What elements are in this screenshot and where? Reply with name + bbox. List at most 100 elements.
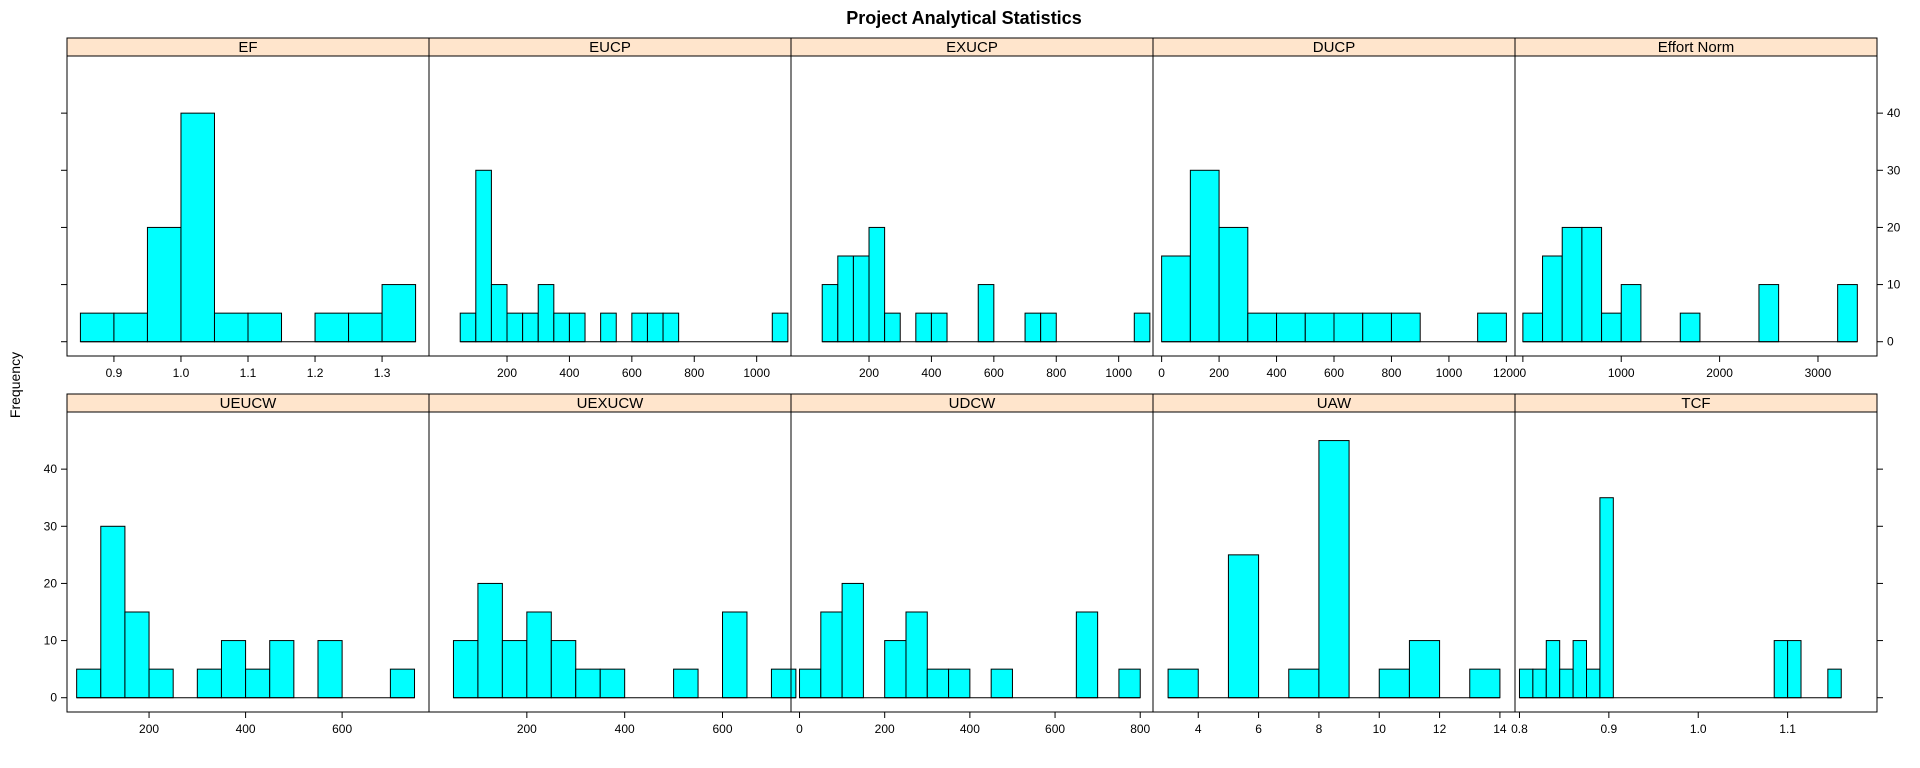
- bar-effort-norm-3: [1581, 226, 1603, 343]
- x-tick-label-ducp-6: 1200: [1493, 366, 1520, 380]
- bar-exucp-12: [1040, 312, 1057, 343]
- bar-uaw-10: [1469, 668, 1501, 699]
- bar-effort-norm-7: [1679, 312, 1701, 343]
- bar-uaw-7: [1378, 668, 1410, 699]
- y-tick-label-right-1: 10: [1887, 278, 1901, 292]
- bar-uexucw-10: [722, 611, 748, 699]
- bar-ueucw-5: [196, 668, 222, 699]
- y-tick-label-right-3: 30: [1887, 163, 1901, 177]
- bar-uaw-8: [1408, 640, 1441, 699]
- bar-uexucw-1: [477, 582, 503, 699]
- x-tick-label-uaw-3: 10: [1373, 722, 1387, 736]
- bar-uexucw-6: [599, 668, 626, 699]
- y-tick-label-right-2: 20: [1887, 220, 1901, 234]
- plot-frame-effort-norm: [1514, 55, 1878, 357]
- x-tick-label-uexucw-0: 200: [517, 722, 537, 736]
- bar-udcw-9: [990, 668, 1013, 699]
- x-tick-label-exucp-2: 600: [984, 366, 1004, 380]
- bar-ducp-2: [1218, 226, 1249, 343]
- x-tick-label-ef-4: 1.3: [374, 366, 391, 380]
- bar-eucp-1: [475, 169, 492, 343]
- y-axis-label: Frequency: [7, 352, 23, 418]
- bar-exucp-9: [977, 284, 995, 343]
- x-tick-label-uexucw-2: 600: [712, 722, 732, 736]
- bar-uexucw-0: [452, 640, 479, 699]
- bar-tcf-0: [1518, 668, 1534, 699]
- x-tick-label-eucp-3: 800: [684, 366, 704, 380]
- x-tick-label-udcw-2: 400: [960, 722, 980, 736]
- bar-udcw-0: [799, 668, 822, 699]
- bar-ef-4: [213, 312, 249, 343]
- x-tick-label-ducp-1: 200: [1209, 366, 1229, 380]
- y-tick-label-right-0: 0: [1887, 335, 1894, 349]
- x-tick-label-uaw-1: 6: [1255, 722, 1262, 736]
- bar-uexucw-12: [770, 668, 797, 699]
- bar-ef-9: [381, 284, 417, 343]
- x-tick-label-ef-1: 1.0: [173, 366, 190, 380]
- x-tick-label-uaw-4: 12: [1433, 722, 1447, 736]
- strip-label-effort-norm: Effort Norm: [1658, 39, 1734, 56]
- strip-label-ef: EF: [238, 39, 257, 56]
- bar-udcw-2: [841, 582, 864, 699]
- bar-tcf-11: [1827, 668, 1842, 699]
- plot-frame-ef: [66, 55, 430, 357]
- bar-effort-norm-2: [1561, 226, 1583, 343]
- bar-udcw-13: [1118, 668, 1141, 699]
- strip-label-eucp: EUCP: [589, 39, 631, 56]
- panel-udcw: UDCW 0 200 400 600 800: [790, 393, 1154, 736]
- bar-ducp-6: [1333, 312, 1364, 343]
- x-tick-label-exucp-3: 800: [1046, 366, 1066, 380]
- bar-exucp-11: [1024, 312, 1042, 343]
- bar-eucp-2: [490, 284, 508, 343]
- bar-ueucw-6: [220, 640, 247, 699]
- bar-ef-3: [180, 112, 215, 343]
- x-tick-label-effort-norm-3: 3000: [1805, 366, 1832, 380]
- bar-ef-0: [79, 312, 115, 343]
- strip-label-ueucw: UEUCW: [220, 395, 278, 412]
- x-tick-label-udcw-1: 200: [875, 722, 895, 736]
- x-tick-label-udcw-0: 0: [796, 722, 803, 736]
- y-tick-label-left-2: 20: [44, 576, 58, 590]
- bar-exucp-14: [1133, 312, 1151, 343]
- bar-effort-norm-9: [1758, 284, 1780, 343]
- bar-ducp-1: [1189, 169, 1220, 343]
- strip-label-tcf: TCF: [1681, 395, 1710, 412]
- bar-uexucw-4: [550, 640, 577, 699]
- bar-ducp-8: [1390, 312, 1421, 343]
- bar-eucp-12: [646, 312, 664, 343]
- bar-uexucw-3: [526, 611, 552, 699]
- y-tick-label-right-4: 40: [1887, 106, 1901, 120]
- x-tick-label-exucp-1: 400: [921, 366, 941, 380]
- bar-exucp-6: [915, 312, 932, 343]
- bar-tcf-4: [1572, 640, 1588, 699]
- x-tick-label-tcf-0: 0.8: [1511, 722, 1528, 736]
- bar-tcf-5: [1586, 668, 1601, 699]
- bar-eucp-13: [662, 312, 680, 343]
- bar-tcf-2: [1545, 640, 1561, 699]
- y-tick-label-left-1: 10: [44, 634, 58, 648]
- bar-eucp-6: [553, 312, 570, 343]
- bar-ef-2: [146, 226, 182, 343]
- bar-effort-norm-1: [1542, 255, 1563, 343]
- chart-title: Project Analytical Statistics: [846, 8, 1081, 28]
- x-tick-label-eucp-1: 400: [559, 366, 579, 380]
- bar-effort-norm-4: [1601, 312, 1622, 343]
- x-tick-label-uaw-2: 8: [1316, 722, 1323, 736]
- x-tick-label-uaw-5: 14: [1493, 722, 1507, 736]
- x-tick-label-exucp-0: 200: [859, 366, 879, 380]
- bar-tcf-9: [1787, 640, 1802, 699]
- bar-ef-1: [113, 312, 148, 343]
- bar-ueucw-2: [124, 611, 150, 699]
- bar-effort-norm-0: [1522, 312, 1544, 343]
- strip-label-uexucw: UEXUCW: [577, 395, 645, 412]
- x-tick-label-ducp-2: 400: [1267, 366, 1287, 380]
- x-tick-label-ducp-0: 0: [1158, 366, 1165, 380]
- y-tick-label-left-0: 0: [50, 691, 57, 705]
- x-tick-label-ef-0: 0.9: [106, 366, 123, 380]
- bar-ducp-10: [1477, 312, 1507, 343]
- x-tick-label-udcw-4: 800: [1130, 722, 1150, 736]
- bar-uaw-2: [1227, 554, 1260, 699]
- x-tick-label-effort-norm-0: 0: [1520, 366, 1527, 380]
- bar-udcw-4: [884, 640, 907, 699]
